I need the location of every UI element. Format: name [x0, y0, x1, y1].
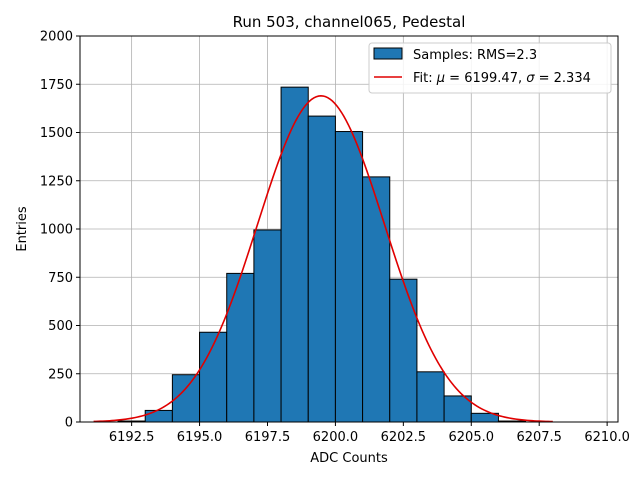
histogram-bar-9 [362, 176, 391, 423]
legend: Samples: RMS=2.3 Fit: μ = 6199.47, σ = 2… [368, 42, 612, 94]
histogram-bar-12 [443, 395, 472, 423]
y-tick-label-3: 750 [48, 271, 73, 286]
legend-fit-prefix: Fit: [413, 71, 437, 86]
legend-mu-text: = 6199.47, [445, 71, 526, 86]
histogram-bar-5 [253, 229, 282, 423]
x-tick-label-3: 6200.0 [313, 430, 359, 445]
x-axis-label: ADC Counts [310, 451, 388, 466]
histogram-bar-1 [144, 409, 173, 423]
x-tick-label-7: 6210.0 [584, 430, 630, 445]
legend-sigma-symbol: σ [526, 71, 535, 86]
x-tick-label-6: 6207.5 [516, 430, 562, 445]
x-tick-label-1: 6195.0 [177, 430, 223, 445]
y-tick-label-6: 1500 [40, 126, 73, 141]
legend-label-fit: Fit: μ = 6199.47, σ = 2.334 [413, 71, 591, 86]
histogram-bar-7 [307, 115, 336, 423]
y-axis-label: Entries [15, 206, 30, 252]
y-tick-label-2: 500 [48, 319, 73, 334]
x-tick-label-5: 6205.0 [449, 430, 495, 445]
chart-title: Run 503, channel065, Pedestal [233, 13, 466, 31]
fit-curve [93, 95, 553, 423]
y-axis-ticks: 0 250 500 750 1000 1250 1500 1750 2000 [40, 30, 80, 431]
x-tick-label-2: 6197.5 [245, 430, 291, 445]
histogram-bar-8 [334, 131, 364, 423]
legend-box [368, 42, 612, 94]
y-tick-label-5: 1250 [40, 174, 73, 189]
legend-swatch-samples [373, 47, 403, 60]
y-tick-label-8: 2000 [40, 30, 73, 45]
histogram-bar-10 [389, 278, 418, 423]
histogram-bar-11 [416, 371, 445, 423]
legend-mu-symbol: μ [436, 71, 445, 86]
x-tick-label-4: 6202.5 [381, 430, 427, 445]
histogram-bar-3 [199, 331, 228, 423]
histogram-bar-4 [226, 272, 255, 423]
y-tick-label-4: 1000 [40, 223, 73, 238]
legend-label-samples: Samples: RMS=2.3 [413, 48, 537, 63]
x-axis-ticks: 6192.5 6195.0 6197.5 6200.0 6202.5 6205.0 6207… [109, 422, 630, 445]
y-tick-label-1: 250 [48, 367, 73, 382]
legend-sigma-text: = 2.334 [534, 71, 590, 86]
y-tick-label-7: 1750 [40, 78, 73, 93]
x-tick-label-0: 6192.5 [109, 430, 155, 445]
y-tick-label-0: 0 [65, 416, 73, 431]
histogram-bar-6 [280, 86, 309, 423]
